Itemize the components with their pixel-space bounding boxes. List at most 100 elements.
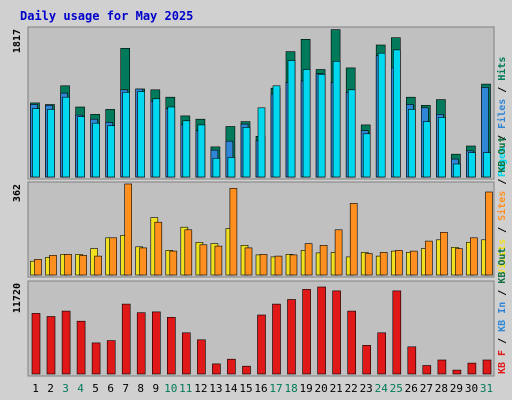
pages-bar-day-3 <box>62 96 70 178</box>
kb-f-bar-day-21 <box>332 290 341 375</box>
x-axis-day-labels: 1 2 3 4 5 6 7 8 9 10 11 12 13 14 15 16 17 18 19 20 21 22 23 24 2… <box>32 382 493 395</box>
pages-bar-day-2 <box>47 109 55 178</box>
kb-f-bar-day-3 <box>61 310 71 375</box>
legend-separator: / <box>497 81 508 99</box>
day-label-1: 1 <box>32 382 39 395</box>
legend-item-kb-f: KB F <box>497 350 508 374</box>
kb-f-bar-day-13 <box>212 363 221 375</box>
chart-bars <box>30 29 493 375</box>
day-label-26: 26 <box>405 382 418 395</box>
sites-bar-day-13 <box>214 245 223 276</box>
kb-f-bar-day-12 <box>197 339 206 375</box>
day-label-15: 15 <box>239 382 252 395</box>
sites-bar-day-21 <box>334 229 343 276</box>
kb-f-bar-day-16 <box>257 314 266 375</box>
day-label-16: 16 <box>254 382 267 395</box>
pages-bar-day-26 <box>407 109 416 178</box>
pages-bar-day-5 <box>92 122 100 178</box>
day-label-12: 12 <box>194 382 207 395</box>
pages-bar-day-27 <box>422 121 431 178</box>
kb-f-bar-day-23 <box>362 344 372 375</box>
sites-bar-day-10 <box>169 250 178 276</box>
pages-bar-day-21 <box>332 60 341 178</box>
pages-bar-day-16 <box>257 107 266 178</box>
sites-bar-day-26 <box>409 250 418 276</box>
sites-bar-day-9 <box>154 221 163 276</box>
legend-kb-traffic: KB F / KB In / KB Out <box>497 248 508 374</box>
kb-f-bar-day-28 <box>437 359 447 375</box>
kb-f-bar-day-29 <box>452 369 462 375</box>
day-label-24: 24 <box>375 382 389 395</box>
kb-f-bar-day-4 <box>76 320 86 375</box>
sites-bar-day-11 <box>184 229 193 276</box>
kb-f-bar-day-5 <box>91 342 101 375</box>
kb-f-bar-day-1 <box>31 313 41 375</box>
pages-bar-day-12 <box>197 124 206 178</box>
pages-bar-day-15 <box>242 127 251 178</box>
kb-f-bar-day-10 <box>167 316 176 375</box>
pages-bar-day-31 <box>483 152 491 178</box>
day-label-27: 27 <box>420 382 433 395</box>
kb-f-bar-day-6 <box>106 340 116 375</box>
sites-bar-day-17 <box>274 255 283 276</box>
kb-f-bar-day-15 <box>242 365 251 375</box>
legend-visits-sites: Visits / Sites / KB Out <box>496 137 508 275</box>
day-label-19: 19 <box>299 382 312 395</box>
day-label-25: 25 <box>390 382 403 395</box>
day-label-6: 6 <box>107 382 114 395</box>
pages-bar-day-23 <box>362 133 371 178</box>
sites-bar-day-2 <box>49 255 57 276</box>
day-label-22: 22 <box>345 382 358 395</box>
sites-bar-day-27 <box>424 240 433 276</box>
ymax-label-hits: 1817 <box>12 29 23 53</box>
legend-separator: / <box>497 173 508 191</box>
pages-bar-day-29 <box>453 163 461 178</box>
kb-f-bar-day-2 <box>46 316 56 375</box>
legend-item-kb-in: KB In <box>497 302 508 332</box>
kb-f-bar-day-18 <box>287 299 296 375</box>
pages-bar-day-22 <box>347 89 356 178</box>
pages-bar-day-20 <box>317 74 326 178</box>
sites-bar-day-19 <box>304 243 313 276</box>
legend-separator: / <box>497 221 508 239</box>
kb-f-bar-day-27 <box>422 365 432 375</box>
sites-bar-day-15 <box>244 247 253 276</box>
day-label-31: 31 <box>480 382 493 395</box>
pages-bar-day-9 <box>152 98 161 178</box>
sites-bar-day-30 <box>470 237 478 276</box>
ymax-label-visits: 362 <box>12 184 23 202</box>
pages-bar-day-1 <box>32 108 40 178</box>
legend-item-kb-out: KB Out <box>497 137 508 173</box>
day-label-11: 11 <box>179 382 192 395</box>
sites-bar-day-14 <box>229 188 238 276</box>
legend-separator: / <box>497 284 508 302</box>
day-label-20: 20 <box>314 382 327 395</box>
sites-bar-day-5 <box>94 255 102 276</box>
ymax-label-kb: 11720 <box>12 283 23 313</box>
kb-f-bar-day-14 <box>227 358 236 375</box>
pages-bar-day-14 <box>227 157 236 178</box>
pages-bar-day-10 <box>167 106 176 178</box>
sites-bar-day-25 <box>394 250 403 276</box>
sites-bar-day-22 <box>349 203 358 276</box>
legend-item-files: Files <box>496 99 508 129</box>
pages-bar-day-24 <box>377 52 386 178</box>
kb-f-bar-day-19 <box>302 289 311 375</box>
kb-f-bar-day-20 <box>317 286 326 375</box>
kb-f-bar-day-7 <box>121 303 131 375</box>
kb-f-bar-day-11 <box>182 332 191 375</box>
sites-bar-day-31 <box>485 191 493 276</box>
day-label-28: 28 <box>435 382 448 395</box>
day-label-30: 30 <box>465 382 478 395</box>
day-label-9: 9 <box>152 382 159 395</box>
sites-bar-day-24 <box>379 252 388 276</box>
day-label-18: 18 <box>284 382 297 395</box>
legend-item-hits: Hits <box>496 57 508 81</box>
day-label-2: 2 <box>47 382 54 395</box>
kb-f-bar-day-31 <box>482 359 492 375</box>
day-label-17: 17 <box>269 382 282 395</box>
sites-bar-day-23 <box>364 253 373 276</box>
pages-bar-day-7 <box>122 92 130 178</box>
